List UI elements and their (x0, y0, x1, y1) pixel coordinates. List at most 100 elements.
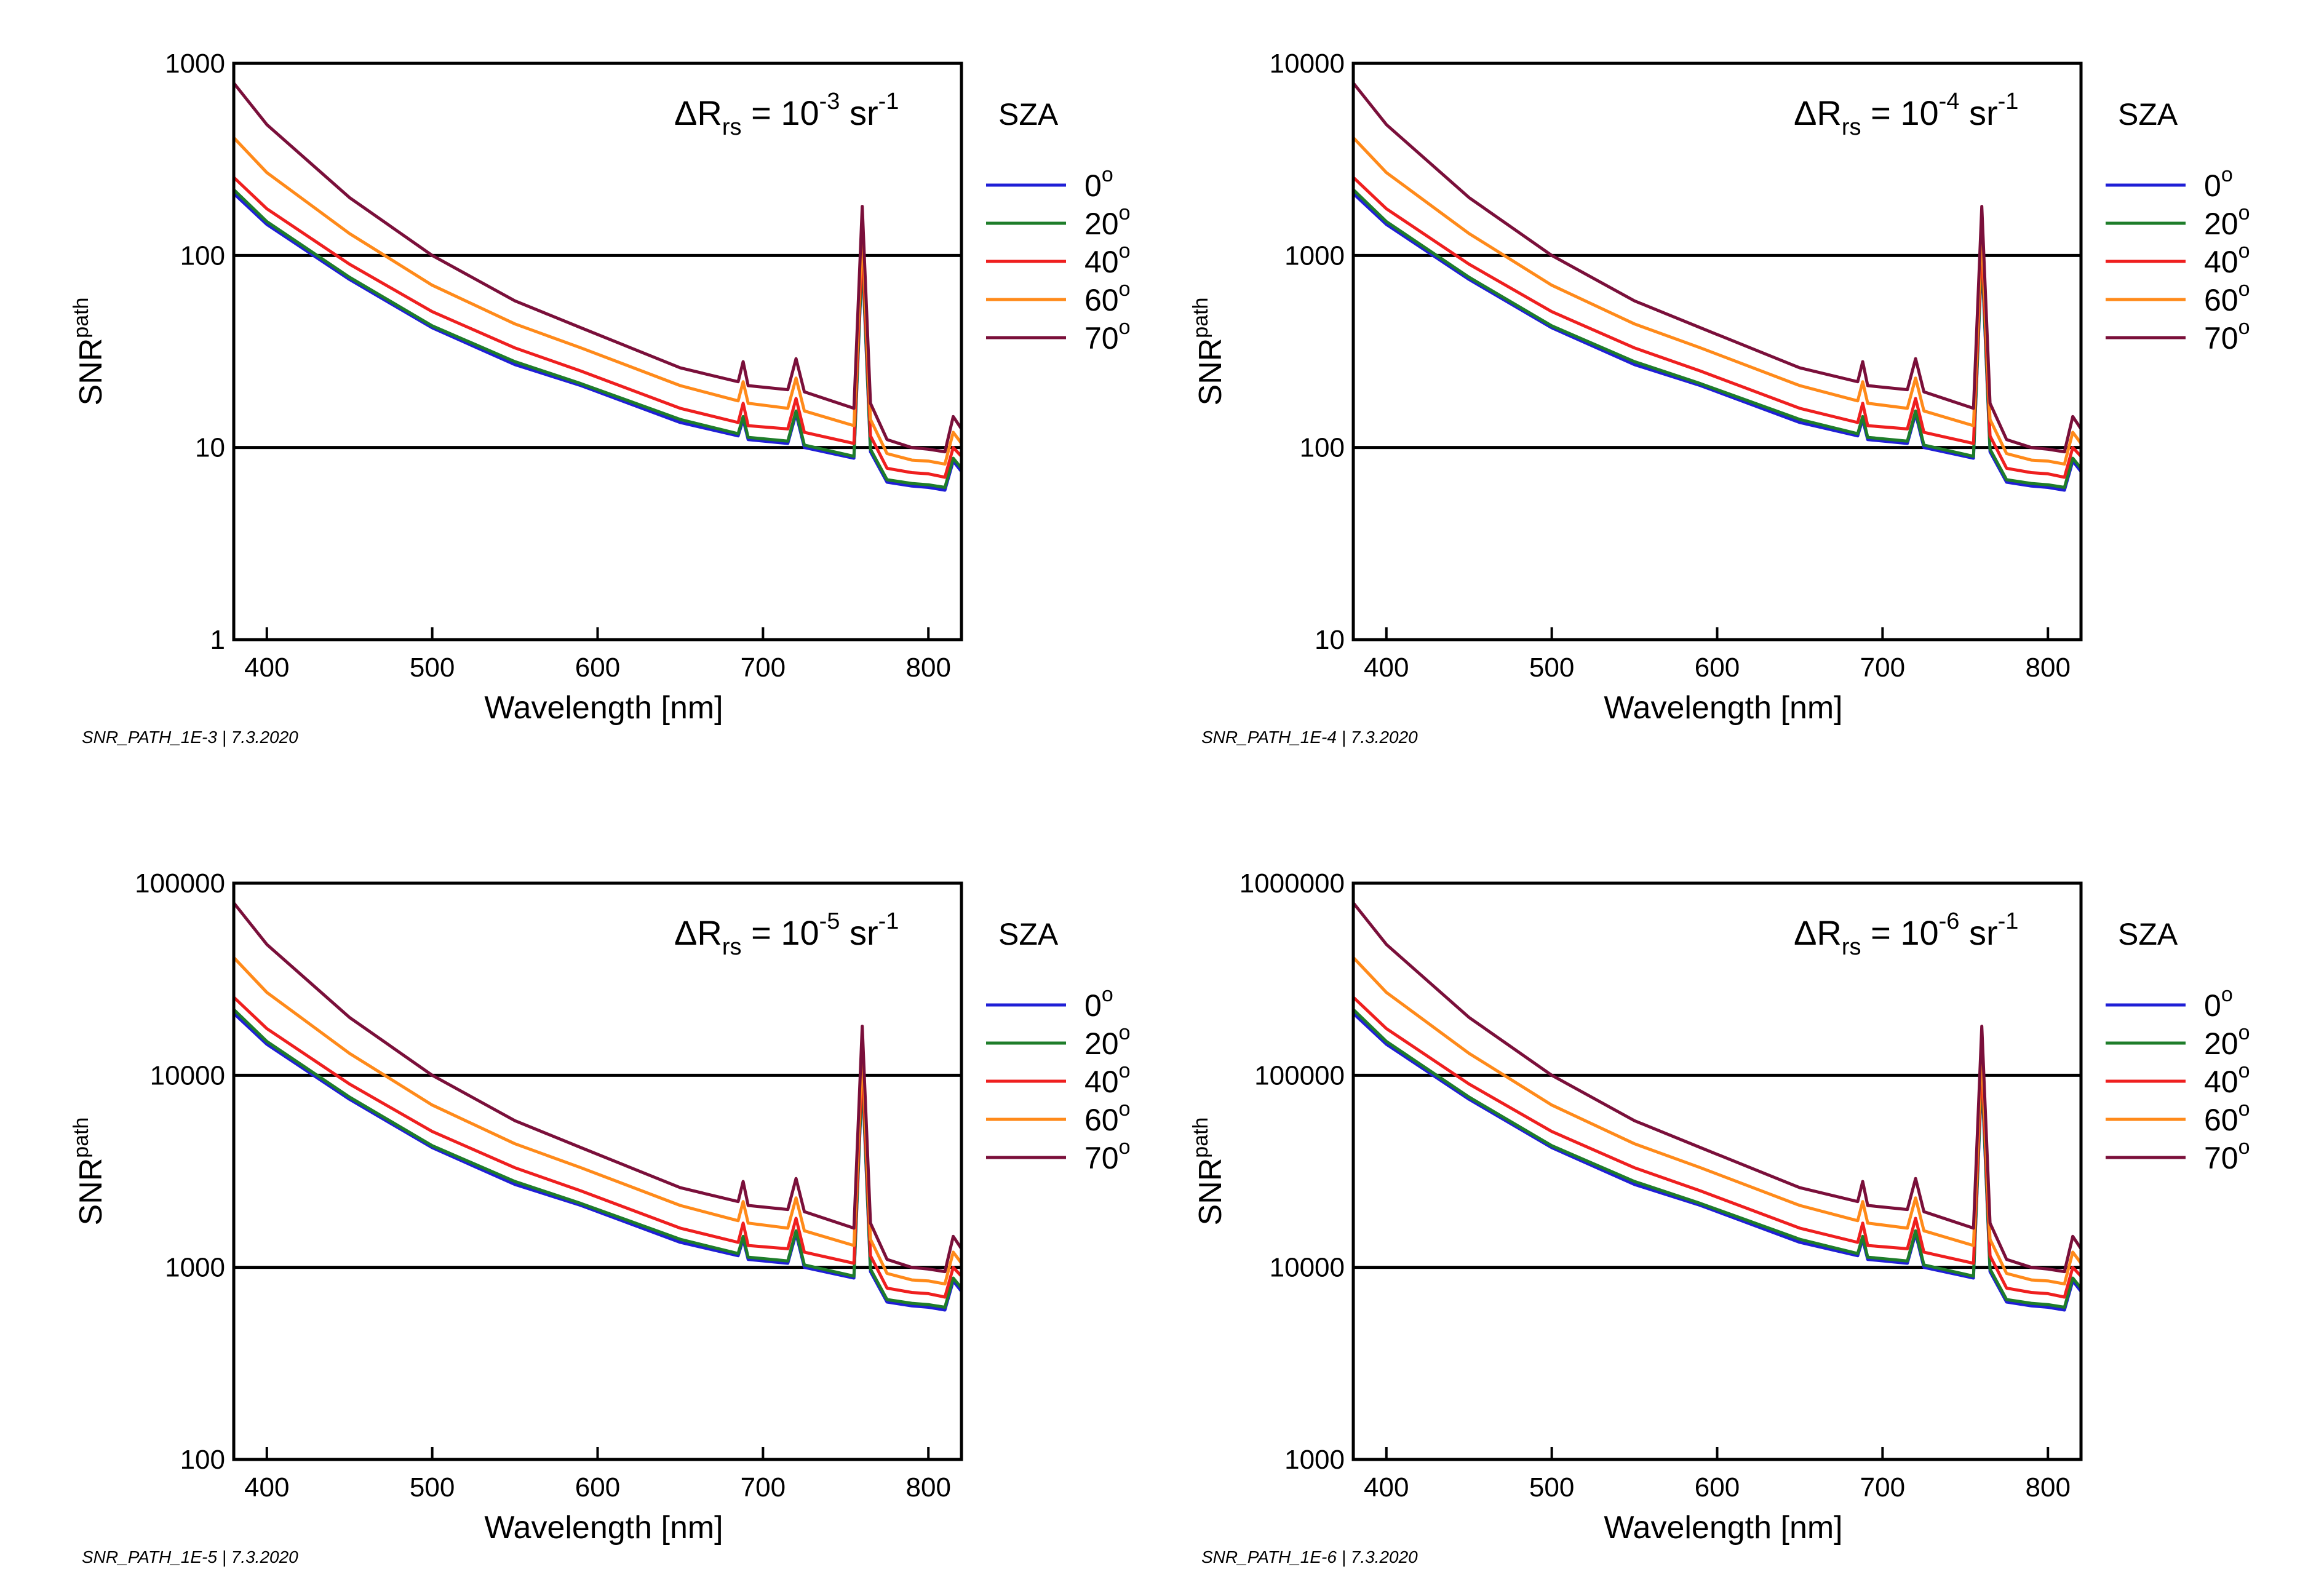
series-group (1353, 82, 2081, 492)
series-line-sza-60 (1353, 956, 2081, 1286)
title-unit-exponent: -1 (1998, 89, 2019, 114)
y-axis-label: SNRpath (70, 298, 109, 406)
series-line-sza-0 (234, 192, 961, 492)
y-tick-label: 10000 (1270, 1253, 1345, 1283)
title-unit: sr (840, 913, 878, 952)
y-axis-label-sup: path (1189, 298, 1212, 338)
chart-title: ΔRrs = 10-5 sr-1 (674, 908, 899, 960)
legend-entry-sza-20: 20o (1084, 201, 1131, 241)
legend-entry-degree: o (2238, 1059, 2250, 1082)
title-delta-r: ΔR (674, 93, 722, 132)
y-tick-label: 10000 (1270, 49, 1345, 79)
y-axis-label-main: SNR (73, 1158, 109, 1226)
x-tick-label: 700 (1860, 1472, 1905, 1503)
x-tick-label: 400 (244, 653, 289, 683)
legend-entry-degree: o (1102, 983, 1113, 1006)
legend-entry-degree: o (2238, 201, 2250, 224)
x-tick-label: 500 (1529, 653, 1574, 683)
legend-entry-value: 40 (1084, 1065, 1119, 1099)
x-axis-label: Wavelength [nm] (1604, 1510, 1842, 1546)
legend-entry-value: 60 (1084, 1103, 1119, 1137)
legend-entry-value: 40 (1084, 245, 1119, 279)
y-tick-label: 1000 (165, 49, 225, 79)
series-line-sza-70 (234, 902, 961, 1274)
series-line-sza-60 (234, 956, 961, 1286)
legend-entry-sza-40: 40o (2204, 1059, 2250, 1099)
legend-entry-value: 40 (2204, 245, 2238, 279)
x-tick-label: 400 (1364, 1472, 1409, 1503)
series-line-sza-40 (234, 996, 961, 1299)
x-tick-label: 600 (1695, 653, 1740, 683)
legend-entry-value: 70 (2204, 1141, 2238, 1175)
legend-entry-sza-60: 60o (2204, 277, 2250, 317)
legend-entry-degree: o (2238, 239, 2250, 263)
legend-entry-sza-20: 20o (2204, 201, 2250, 241)
legend-entry-degree: o (2238, 316, 2250, 339)
y-tick-label: 1000000 (1240, 868, 1345, 899)
chart-footer: SNR_PATH_1E-4 | 7.3.2020 (1201, 728, 1418, 747)
y-tick-label: 100 (1300, 433, 1345, 463)
legend-entry-degree: o (2238, 1135, 2250, 1159)
legend-title: SZA (998, 97, 1059, 132)
legend-entry-degree: o (1119, 1135, 1131, 1159)
y-tick-label: 1000 (165, 1253, 225, 1283)
x-tick-label: 800 (906, 653, 951, 683)
legend-entry-sza-40: 40o (1084, 239, 1131, 279)
legend-entry-degree: o (1119, 1097, 1131, 1121)
legend-entry-sza-20: 20o (2204, 1021, 2250, 1061)
series-line-sza-60 (1353, 137, 2081, 466)
y-tick-label: 10 (1315, 625, 1345, 655)
plot-frame (232, 62, 963, 641)
legend-entry-sza-70: 70o (2204, 1135, 2250, 1175)
legend-entry-sza-40: 40o (2204, 239, 2250, 279)
series-line-sza-0 (234, 1012, 961, 1312)
y-axis-label-sup: path (1189, 1118, 1212, 1158)
legend-entry-value: 70 (2204, 321, 2238, 355)
legend-entry-sza-60: 60o (1084, 277, 1131, 317)
y-tick-label: 100000 (1254, 1060, 1345, 1090)
legend-entry-degree: o (1119, 277, 1131, 301)
y-axis-label: SNRpath (70, 1118, 109, 1226)
title-unit: sr (1959, 913, 1997, 952)
chart-title: ΔRrs = 10-4 sr-1 (1794, 89, 2018, 140)
series-line-sza-70 (234, 82, 961, 454)
legend-entry-value: 60 (2204, 283, 2238, 317)
series-group (234, 902, 961, 1312)
chart-footer: SNR_PATH_1E-3 | 7.3.2020 (82, 728, 298, 747)
title-unit-exponent: -1 (1998, 908, 2019, 934)
series-line-sza-20 (234, 1008, 961, 1309)
x-tick-label: 500 (1529, 1472, 1574, 1503)
legend-entry-degree: o (2238, 1021, 2250, 1044)
y-tick-label: 10000 (150, 1060, 225, 1090)
y-axis-label-main: SNR (1193, 1158, 1228, 1226)
title-equals-base: = 10 (742, 913, 819, 952)
title-unit: sr (1959, 93, 1997, 132)
title-equals-base: = 10 (1861, 93, 1939, 132)
series-line-sza-0 (1353, 192, 2081, 492)
legend-entry-degree: o (1102, 163, 1113, 186)
legend-entry-sza-70: 70o (1084, 316, 1131, 355)
legend-title: SZA (998, 917, 1059, 951)
title-unit: sr (840, 93, 878, 132)
legend-entry-degree: o (2238, 1097, 2250, 1121)
y-tick-label: 100000 (135, 868, 225, 899)
x-tick-label: 700 (741, 1472, 786, 1503)
legend-entry-sza-40: 40o (1084, 1059, 1131, 1099)
title-unit-exponent: -1 (878, 89, 899, 114)
y-axis-label-sup: path (70, 1118, 93, 1158)
y-tick-label: 10 (195, 433, 225, 463)
x-tick-label: 500 (410, 1472, 455, 1503)
x-tick-label: 400 (1364, 653, 1409, 683)
legend-entry-value: 20 (1084, 1026, 1119, 1061)
series-line-sza-0 (1353, 1012, 2081, 1312)
title-unit-exponent: -1 (878, 908, 899, 934)
x-tick-label: 400 (244, 1472, 289, 1503)
y-axis-label: SNRpath (1189, 1118, 1228, 1226)
title-equals-base: = 10 (742, 93, 819, 132)
title-delta-r: ΔR (1794, 913, 1842, 952)
y-axis-label: SNRpath (1189, 298, 1228, 406)
x-tick-label: 700 (741, 653, 786, 683)
legend-entry-degree: o (2221, 983, 2233, 1006)
